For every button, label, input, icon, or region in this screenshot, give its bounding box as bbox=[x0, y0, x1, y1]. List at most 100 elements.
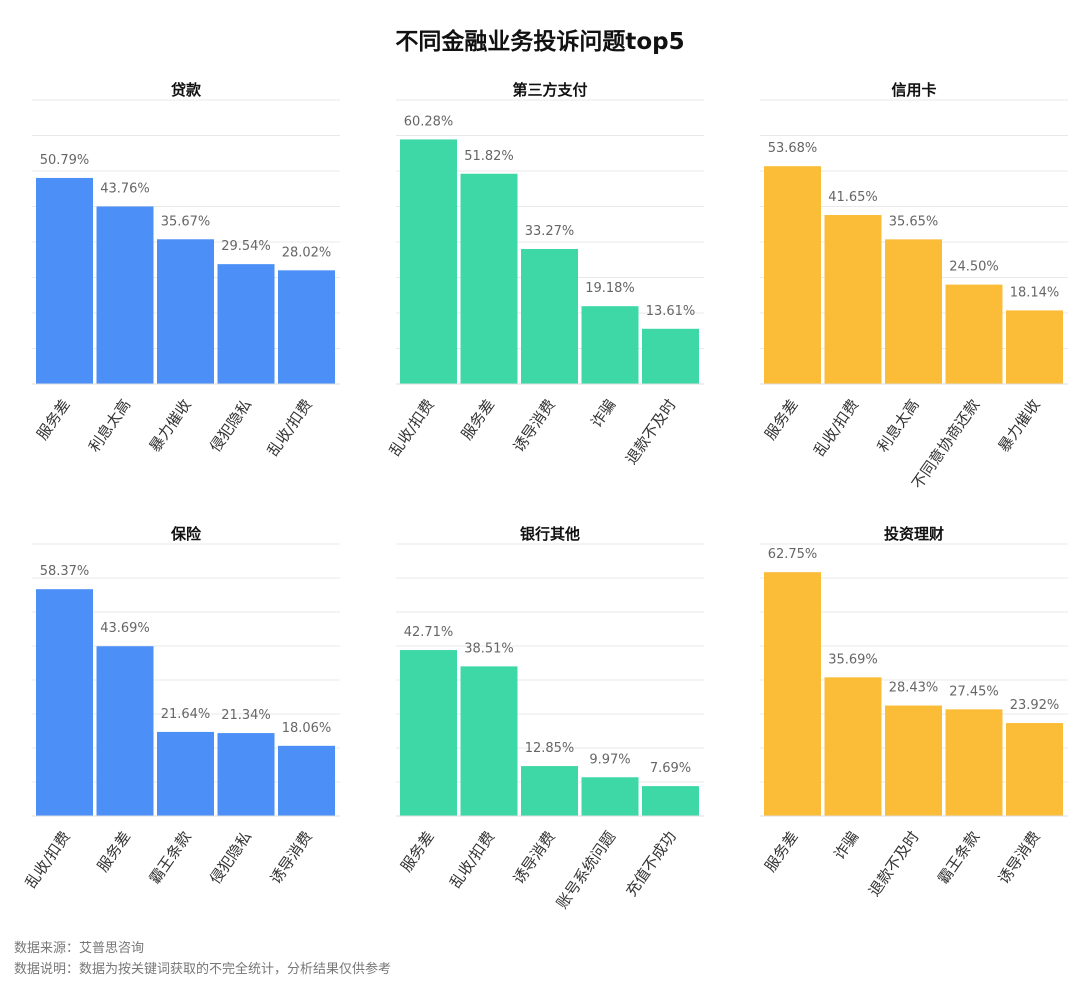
bar bbox=[581, 777, 639, 816]
bar bbox=[96, 646, 154, 816]
category-label: 服务差 bbox=[33, 396, 74, 443]
data-label: 12.85% bbox=[525, 741, 575, 756]
bar bbox=[1006, 310, 1063, 384]
data-label: 41.65% bbox=[828, 190, 878, 205]
data-label: 50.79% bbox=[40, 153, 90, 168]
category-label: 乱收/扣费 bbox=[386, 396, 438, 460]
data-label: 23.92% bbox=[1010, 698, 1060, 713]
data-label: 18.14% bbox=[1010, 285, 1060, 300]
category-label: 诱导消费 bbox=[995, 828, 1044, 887]
data-label: 60.28% bbox=[404, 114, 454, 129]
bar bbox=[36, 589, 93, 816]
footer-source: 数据来源：艾普思咨询 bbox=[14, 941, 145, 956]
category-label: 退款不及时 bbox=[622, 396, 680, 468]
category-label: 暴力催收 bbox=[146, 396, 195, 455]
charts-area: 贷款 50.79% 服务差 43.76% 利息太高 35.67% 暴力催收 29.54% 侵犯隐… bbox=[22, 81, 1068, 912]
footer-note: 数据说明：数据为按关键词获取的不完全统计，分析结果仅供参考 bbox=[14, 962, 392, 977]
chart-panel-5: 银行其他 42.71% 服务差 38.51% 乱收/扣费 12.85% 诱导消费 9.97% 账… bbox=[396, 525, 704, 912]
bar bbox=[1006, 723, 1063, 816]
bar bbox=[217, 733, 275, 816]
bar bbox=[460, 173, 518, 384]
bar bbox=[521, 249, 578, 384]
data-label: 42.71% bbox=[404, 625, 454, 640]
chart-panel-2: 第三方支付 60.28% 乱收/扣费 51.82% 服务差 33.27% 诱导消费 19.18… bbox=[386, 81, 704, 468]
category-label: 诱导消费 bbox=[510, 828, 559, 887]
data-label: 18.06% bbox=[282, 721, 332, 736]
category-label: 霸王条款 bbox=[146, 828, 195, 887]
bar bbox=[824, 677, 882, 816]
category-label: 侵犯隐私 bbox=[206, 828, 255, 887]
chart-panel-1: 贷款 50.79% 服务差 43.76% 利息太高 35.67% 暴力催收 29.54% 侵犯隐… bbox=[32, 81, 340, 460]
category-label: 乱收/扣费 bbox=[264, 396, 316, 460]
bar bbox=[764, 572, 821, 816]
chart-title: 信用卡 bbox=[891, 81, 936, 99]
bar bbox=[400, 139, 457, 384]
chart-title: 保险 bbox=[170, 525, 202, 543]
category-label: 暴力催收 bbox=[995, 396, 1044, 455]
bar bbox=[157, 731, 214, 816]
bar bbox=[885, 705, 942, 816]
data-label: 43.69% bbox=[100, 621, 150, 636]
data-label: 53.68% bbox=[768, 141, 818, 156]
data-label: 38.51% bbox=[464, 641, 514, 656]
data-label: 21.64% bbox=[161, 707, 211, 722]
bar bbox=[824, 215, 882, 384]
bar bbox=[278, 745, 335, 816]
category-label: 服务差 bbox=[761, 396, 802, 443]
data-label: 43.76% bbox=[100, 181, 150, 196]
data-label: 7.69% bbox=[650, 761, 691, 776]
bar bbox=[642, 786, 699, 816]
data-label: 29.54% bbox=[221, 239, 271, 254]
category-label: 服务差 bbox=[94, 828, 135, 875]
bar bbox=[278, 270, 335, 384]
bar bbox=[157, 239, 214, 384]
category-label: 乱收/扣费 bbox=[22, 828, 74, 892]
footer: 数据来源：艾普思咨询 数据说明：数据为按关键词获取的不完全统计，分析结果仅供参考 bbox=[14, 938, 391, 980]
category-label: 退款不及时 bbox=[865, 828, 923, 900]
category-label: 服务差 bbox=[761, 828, 802, 875]
data-label: 13.61% bbox=[646, 304, 696, 319]
chart-panel-4: 保险 58.37% 乱收/扣费 43.69% 服务差 21.64% 霸王条款 21.34% 侵犯… bbox=[22, 525, 340, 892]
category-label: 充值不成功 bbox=[622, 828, 680, 900]
bar bbox=[217, 264, 275, 384]
data-label: 33.27% bbox=[525, 224, 575, 239]
category-label: 诱导消费 bbox=[267, 828, 316, 887]
category-label: 利息太高 bbox=[85, 396, 134, 455]
bar bbox=[36, 177, 93, 384]
bar bbox=[400, 650, 457, 816]
category-label: 乱收/扣费 bbox=[810, 396, 862, 460]
category-label: 诱导消费 bbox=[510, 396, 559, 455]
chart-title: 银行其他 bbox=[520, 525, 580, 543]
category-label: 利息太高 bbox=[874, 396, 923, 455]
category-label: 服务差 bbox=[397, 828, 438, 875]
bar bbox=[581, 306, 639, 384]
chart-title: 贷款 bbox=[171, 81, 202, 99]
data-label: 28.02% bbox=[282, 245, 332, 260]
bar bbox=[642, 328, 699, 384]
data-label: 35.67% bbox=[161, 214, 211, 229]
data-label: 35.65% bbox=[889, 214, 939, 229]
main-title: 不同金融业务投诉问题top5 bbox=[395, 29, 685, 55]
bar bbox=[945, 709, 1003, 816]
data-label: 9.97% bbox=[589, 752, 630, 767]
data-label: 51.82% bbox=[464, 149, 514, 164]
bar bbox=[460, 666, 518, 816]
data-label: 21.34% bbox=[221, 708, 271, 723]
category-label: 诈骗 bbox=[830, 828, 862, 863]
category-label: 乱收/扣费 bbox=[446, 828, 498, 892]
data-label: 24.50% bbox=[949, 260, 999, 275]
data-label: 35.69% bbox=[828, 652, 878, 667]
chart-panel-6: 投资理财 62.75% 服务差 35.69% 诈骗 28.43% 退款不及时 27.45% 霸王… bbox=[760, 525, 1068, 900]
chart-title: 投资理财 bbox=[884, 525, 944, 543]
chart-title: 第三方支付 bbox=[512, 81, 587, 99]
data-label: 27.45% bbox=[949, 684, 999, 699]
data-label: 19.18% bbox=[585, 281, 635, 296]
category-label: 诈骗 bbox=[587, 396, 619, 431]
category-label: 侵犯隐私 bbox=[206, 396, 255, 455]
data-label: 28.43% bbox=[889, 681, 939, 696]
bar bbox=[521, 766, 578, 816]
category-label: 服务差 bbox=[458, 396, 499, 443]
bar bbox=[885, 239, 942, 384]
category-label: 霸王条款 bbox=[934, 828, 983, 887]
bar bbox=[945, 284, 1003, 384]
